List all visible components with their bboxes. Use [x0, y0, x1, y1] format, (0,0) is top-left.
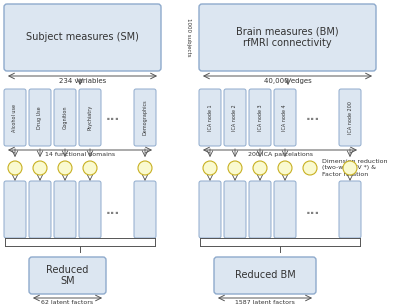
- Text: Reduced
SM: Reduced SM: [46, 265, 89, 286]
- FancyBboxPatch shape: [4, 89, 26, 146]
- Text: 14 functional domains: 14 functional domains: [45, 152, 115, 157]
- FancyBboxPatch shape: [134, 89, 156, 146]
- FancyBboxPatch shape: [54, 89, 76, 146]
- Circle shape: [33, 161, 47, 175]
- FancyBboxPatch shape: [4, 181, 26, 238]
- Circle shape: [228, 161, 242, 175]
- Text: 234 variables: 234 variables: [59, 78, 106, 84]
- Circle shape: [83, 161, 97, 175]
- FancyBboxPatch shape: [29, 89, 51, 146]
- Text: ICA node 1: ICA node 1: [208, 104, 212, 131]
- Text: 62 latent factors: 62 latent factors: [42, 300, 94, 304]
- Circle shape: [343, 161, 357, 175]
- FancyBboxPatch shape: [199, 4, 376, 71]
- Text: Drug Use: Drug Use: [38, 106, 42, 129]
- FancyBboxPatch shape: [79, 181, 101, 238]
- Text: ...: ...: [306, 203, 320, 216]
- Text: ICA node 2: ICA node 2: [232, 104, 238, 131]
- Text: Psychiatry: Psychiatry: [88, 105, 92, 130]
- Circle shape: [8, 161, 22, 175]
- FancyBboxPatch shape: [79, 89, 101, 146]
- Circle shape: [203, 161, 217, 175]
- Text: 200 ICA parcelations: 200 ICA parcelations: [248, 152, 312, 157]
- Text: 1587 latent factors: 1587 latent factors: [235, 300, 295, 304]
- FancyBboxPatch shape: [339, 181, 361, 238]
- FancyBboxPatch shape: [214, 257, 316, 294]
- Text: Cognition: Cognition: [62, 106, 68, 129]
- Text: ...: ...: [306, 110, 320, 123]
- FancyBboxPatch shape: [224, 181, 246, 238]
- Circle shape: [253, 161, 267, 175]
- Text: ...: ...: [106, 203, 120, 216]
- Circle shape: [303, 161, 317, 175]
- FancyBboxPatch shape: [199, 181, 221, 238]
- FancyBboxPatch shape: [29, 181, 51, 238]
- FancyBboxPatch shape: [224, 89, 246, 146]
- Circle shape: [138, 161, 152, 175]
- FancyBboxPatch shape: [249, 181, 271, 238]
- Text: Subject measures (SM): Subject measures (SM): [26, 33, 139, 43]
- FancyBboxPatch shape: [274, 89, 296, 146]
- FancyBboxPatch shape: [134, 181, 156, 238]
- Circle shape: [58, 161, 72, 175]
- FancyBboxPatch shape: [54, 181, 76, 238]
- FancyBboxPatch shape: [274, 181, 296, 238]
- FancyBboxPatch shape: [29, 257, 106, 294]
- FancyBboxPatch shape: [199, 89, 221, 146]
- FancyBboxPatch shape: [249, 89, 271, 146]
- FancyBboxPatch shape: [4, 4, 161, 71]
- Text: Brain measures (BM)
rfMRI connectivity: Brain measures (BM) rfMRI connectivity: [236, 27, 339, 48]
- Text: ICA node 4: ICA node 4: [282, 104, 288, 131]
- FancyBboxPatch shape: [339, 89, 361, 146]
- Text: ICA node 200: ICA node 200: [348, 101, 352, 134]
- Text: Alcohol use: Alcohol use: [12, 103, 18, 132]
- Circle shape: [278, 161, 292, 175]
- Text: Demographics: Demographics: [142, 100, 148, 135]
- Text: ICA node 3: ICA node 3: [258, 104, 262, 131]
- Text: Reduced BM: Reduced BM: [235, 271, 295, 281]
- Text: Dimension reduction
(two-way CV *) &
Factor rotation: Dimension reduction (two-way CV *) & Fac…: [322, 159, 388, 177]
- Text: 1000 subjects: 1000 subjects: [186, 18, 190, 56]
- Text: ...: ...: [106, 110, 120, 123]
- Text: 40,000 edges: 40,000 edges: [264, 78, 311, 84]
